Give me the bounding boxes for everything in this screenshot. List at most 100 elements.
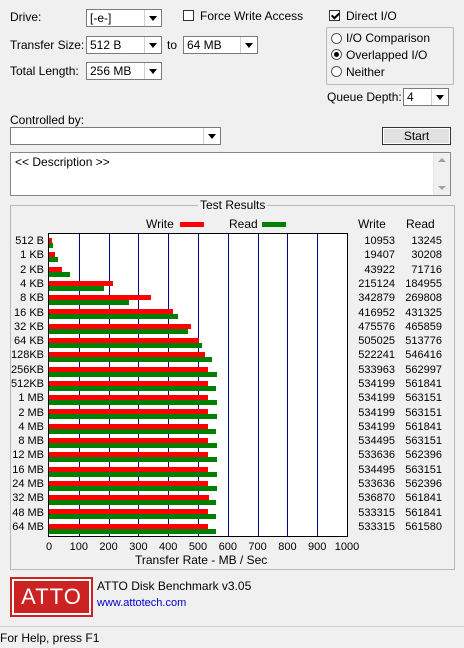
scroll-up-icon[interactable]: [438, 158, 446, 162]
total-length-label: Total Length:: [10, 64, 79, 78]
category-label: 2 KB: [20, 263, 44, 276]
description-textarea[interactable]: << Description >>: [10, 152, 451, 196]
read-bar: [49, 414, 217, 420]
transfer-rate-chart: [48, 233, 348, 537]
write-value: 534199: [358, 420, 395, 433]
category-label: 8 MB: [18, 435, 44, 448]
chevron-down-icon: [203, 128, 220, 144]
scroll-down-icon[interactable]: [438, 186, 446, 190]
transfer-size-to-select[interactable]: 64 MB: [183, 36, 258, 54]
write-bar: [49, 495, 209, 501]
read-bar: [49, 343, 203, 348]
write-value: 215124: [358, 278, 395, 290]
drive-label: Drive:: [10, 10, 42, 24]
read-value: 563151: [405, 406, 442, 419]
category-label: 32 KB: [14, 320, 44, 333]
write-value: 505025: [358, 335, 395, 348]
write-bar: [49, 352, 205, 358]
read-bar: [49, 428, 217, 434]
write-bar: [49, 395, 209, 401]
radio-neither[interactable]: [331, 66, 342, 77]
radio-io-comparison[interactable]: [331, 33, 342, 44]
read-value: 563151: [405, 392, 442, 405]
read-value: 561841: [405, 506, 442, 519]
category-label: 512 B: [15, 235, 44, 248]
read-value: 563151: [405, 435, 442, 448]
write-bar: [49, 452, 209, 458]
write-value: 536870: [358, 492, 395, 505]
x-tick-label: 900: [308, 541, 327, 553]
direct-io-checkbox[interactable]: [329, 10, 340, 21]
drive-select[interactable]: [-e-]: [86, 9, 162, 27]
read-value: 513776: [405, 335, 442, 348]
x-tick-label: 400: [159, 541, 178, 553]
write-bar: [49, 366, 209, 372]
read-bar: [49, 314, 178, 320]
read-value: 561580: [405, 520, 442, 533]
x-tick-label: 300: [129, 541, 148, 553]
start-button[interactable]: Start: [382, 127, 451, 145]
write-bar: [49, 480, 209, 486]
transfer-size-label: Transfer Size:: [10, 38, 85, 52]
write-bar: [49, 323, 191, 329]
category-label: 4 KB: [20, 278, 44, 290]
category-label: 256KB: [10, 363, 44, 376]
read-value: 562997: [405, 363, 442, 376]
controlled-by-select[interactable]: [10, 127, 221, 145]
read-bar: [49, 357, 212, 363]
write-bar: [49, 280, 114, 286]
read-value: 71716: [411, 263, 442, 276]
read-value: 30208: [411, 249, 442, 262]
queue-depth-select[interactable]: 4: [403, 88, 449, 106]
description-scrollbar[interactable]: [433, 153, 450, 195]
chevron-down-icon: [144, 37, 161, 53]
neither-label: Neither: [346, 65, 385, 79]
io-comparison-label: I/O Comparison: [346, 31, 431, 45]
category-label: 12 MB: [12, 449, 44, 462]
write-bar: [49, 523, 208, 529]
read-bar: [49, 328, 188, 334]
write-bar: [49, 309, 174, 315]
chevron-down-icon: [144, 10, 161, 26]
write-bar: [49, 252, 55, 258]
read-bar: [49, 385, 217, 391]
write-bar: [49, 338, 200, 343]
write-value: 534199: [358, 406, 395, 419]
gridline: [287, 234, 289, 536]
read-bar: [49, 285, 105, 291]
force-write-checkbox[interactable]: [183, 10, 194, 21]
write-value: 522241: [358, 349, 395, 362]
write-value: 416952: [358, 306, 395, 319]
atto-website-link[interactable]: www.attotech.com: [97, 597, 187, 609]
read-value: 562396: [405, 449, 442, 462]
read-bar: [49, 400, 217, 406]
read-value: 465859: [405, 320, 442, 333]
category-label: 64 MB: [12, 520, 44, 533]
total-length-value: 256 MB: [90, 64, 132, 78]
read-value: 431325: [405, 306, 442, 319]
transfer-size-from-select[interactable]: 512 B: [86, 36, 162, 54]
column-header-read: Read: [406, 217, 435, 231]
read-bar: [49, 371, 217, 377]
write-bar: [49, 380, 209, 386]
transfer-size-to-value: 64 MB: [187, 38, 222, 52]
queue-depth-value: 4: [407, 90, 414, 104]
status-bar: For Help, press F1: [0, 626, 464, 648]
product-name: ATTO Disk Benchmark v3.05: [97, 579, 252, 593]
category-label: 128KB: [10, 349, 44, 362]
write-value: 10953: [364, 235, 395, 248]
category-label: 24 MB: [12, 478, 44, 490]
write-value: 533315: [358, 520, 395, 533]
overlapped-io-label: Overlapped I/O: [346, 48, 428, 62]
atto-logo: ATTO: [10, 577, 93, 617]
legend-write-swatch: [180, 222, 204, 227]
category-label: 2 MB: [18, 406, 44, 419]
write-bar: [49, 266, 63, 272]
read-value: 561841: [405, 378, 442, 390]
x-tick-label: 500: [188, 541, 208, 553]
read-bar: [49, 271, 71, 277]
radio-overlapped-io[interactable]: [331, 49, 342, 60]
legend-write-label: Write: [146, 217, 174, 231]
category-label: 8 KB: [20, 292, 44, 305]
total-length-select[interactable]: 256 MB: [86, 62, 162, 80]
